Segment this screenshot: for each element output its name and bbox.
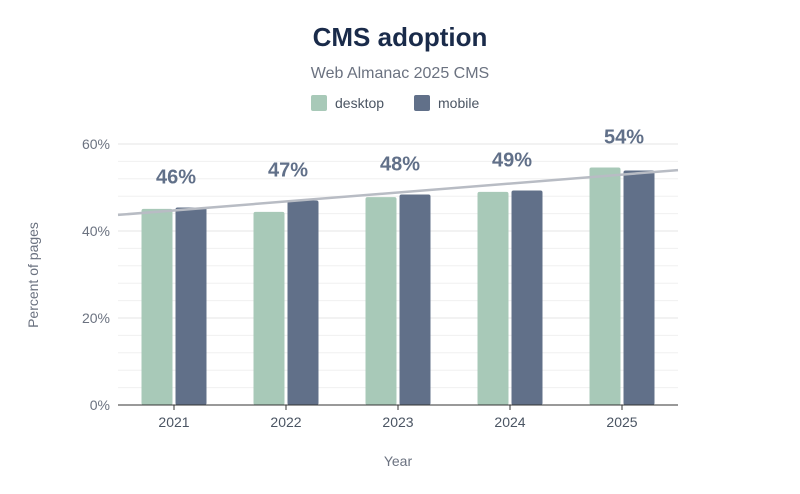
y-tick-label: 0% xyxy=(90,397,110,413)
bars xyxy=(141,167,655,405)
trendline xyxy=(117,168,679,217)
legend-swatch-mobile xyxy=(414,95,430,111)
axes: 0% 20% 40% 60% 2021 2022 2023 2024 2025 xyxy=(82,136,678,430)
data-label: 49% xyxy=(492,150,532,172)
bar-desktop-2021 xyxy=(141,208,173,405)
chart-title: CMS adoption xyxy=(313,22,488,52)
legend-label-mobile: mobile xyxy=(438,95,479,111)
y-tick-label: 60% xyxy=(82,136,110,152)
x-tick-label: 2023 xyxy=(382,414,413,430)
legend: desktop mobile xyxy=(311,95,479,111)
bar-mobile-2024 xyxy=(511,190,543,405)
bar-desktop-2025 xyxy=(589,167,621,405)
bar-mobile-2021 xyxy=(175,207,207,405)
data-label: 46% xyxy=(156,167,196,189)
bar-mobile-2025 xyxy=(623,170,655,405)
x-tick-label: 2024 xyxy=(494,414,525,430)
x-axis-label: Year xyxy=(384,453,413,469)
x-tick-label: 2022 xyxy=(270,414,301,430)
data-label: 48% xyxy=(380,153,420,175)
y-axis-label: Percent of pages xyxy=(25,222,41,328)
data-label: 54% xyxy=(604,126,644,148)
y-tick-label: 40% xyxy=(82,223,110,239)
legend-swatch-desktop xyxy=(311,95,327,111)
chart-subtitle: Web Almanac 2025 CMS xyxy=(311,65,489,82)
bar-desktop-2022 xyxy=(253,211,285,405)
data-labels: 46% 47% 48% 49% 54% xyxy=(156,126,644,188)
bar-desktop-2023 xyxy=(365,197,397,405)
bar-desktop-2024 xyxy=(477,191,509,405)
legend-label-desktop: desktop xyxy=(335,95,384,111)
bar-mobile-2022 xyxy=(287,200,319,405)
trend-line xyxy=(117,168,679,217)
x-tick-label: 2025 xyxy=(606,414,637,430)
y-tick-label: 20% xyxy=(82,310,110,326)
x-tick-label: 2021 xyxy=(158,414,189,430)
data-label: 47% xyxy=(268,160,308,182)
bar-mobile-2023 xyxy=(399,194,431,405)
